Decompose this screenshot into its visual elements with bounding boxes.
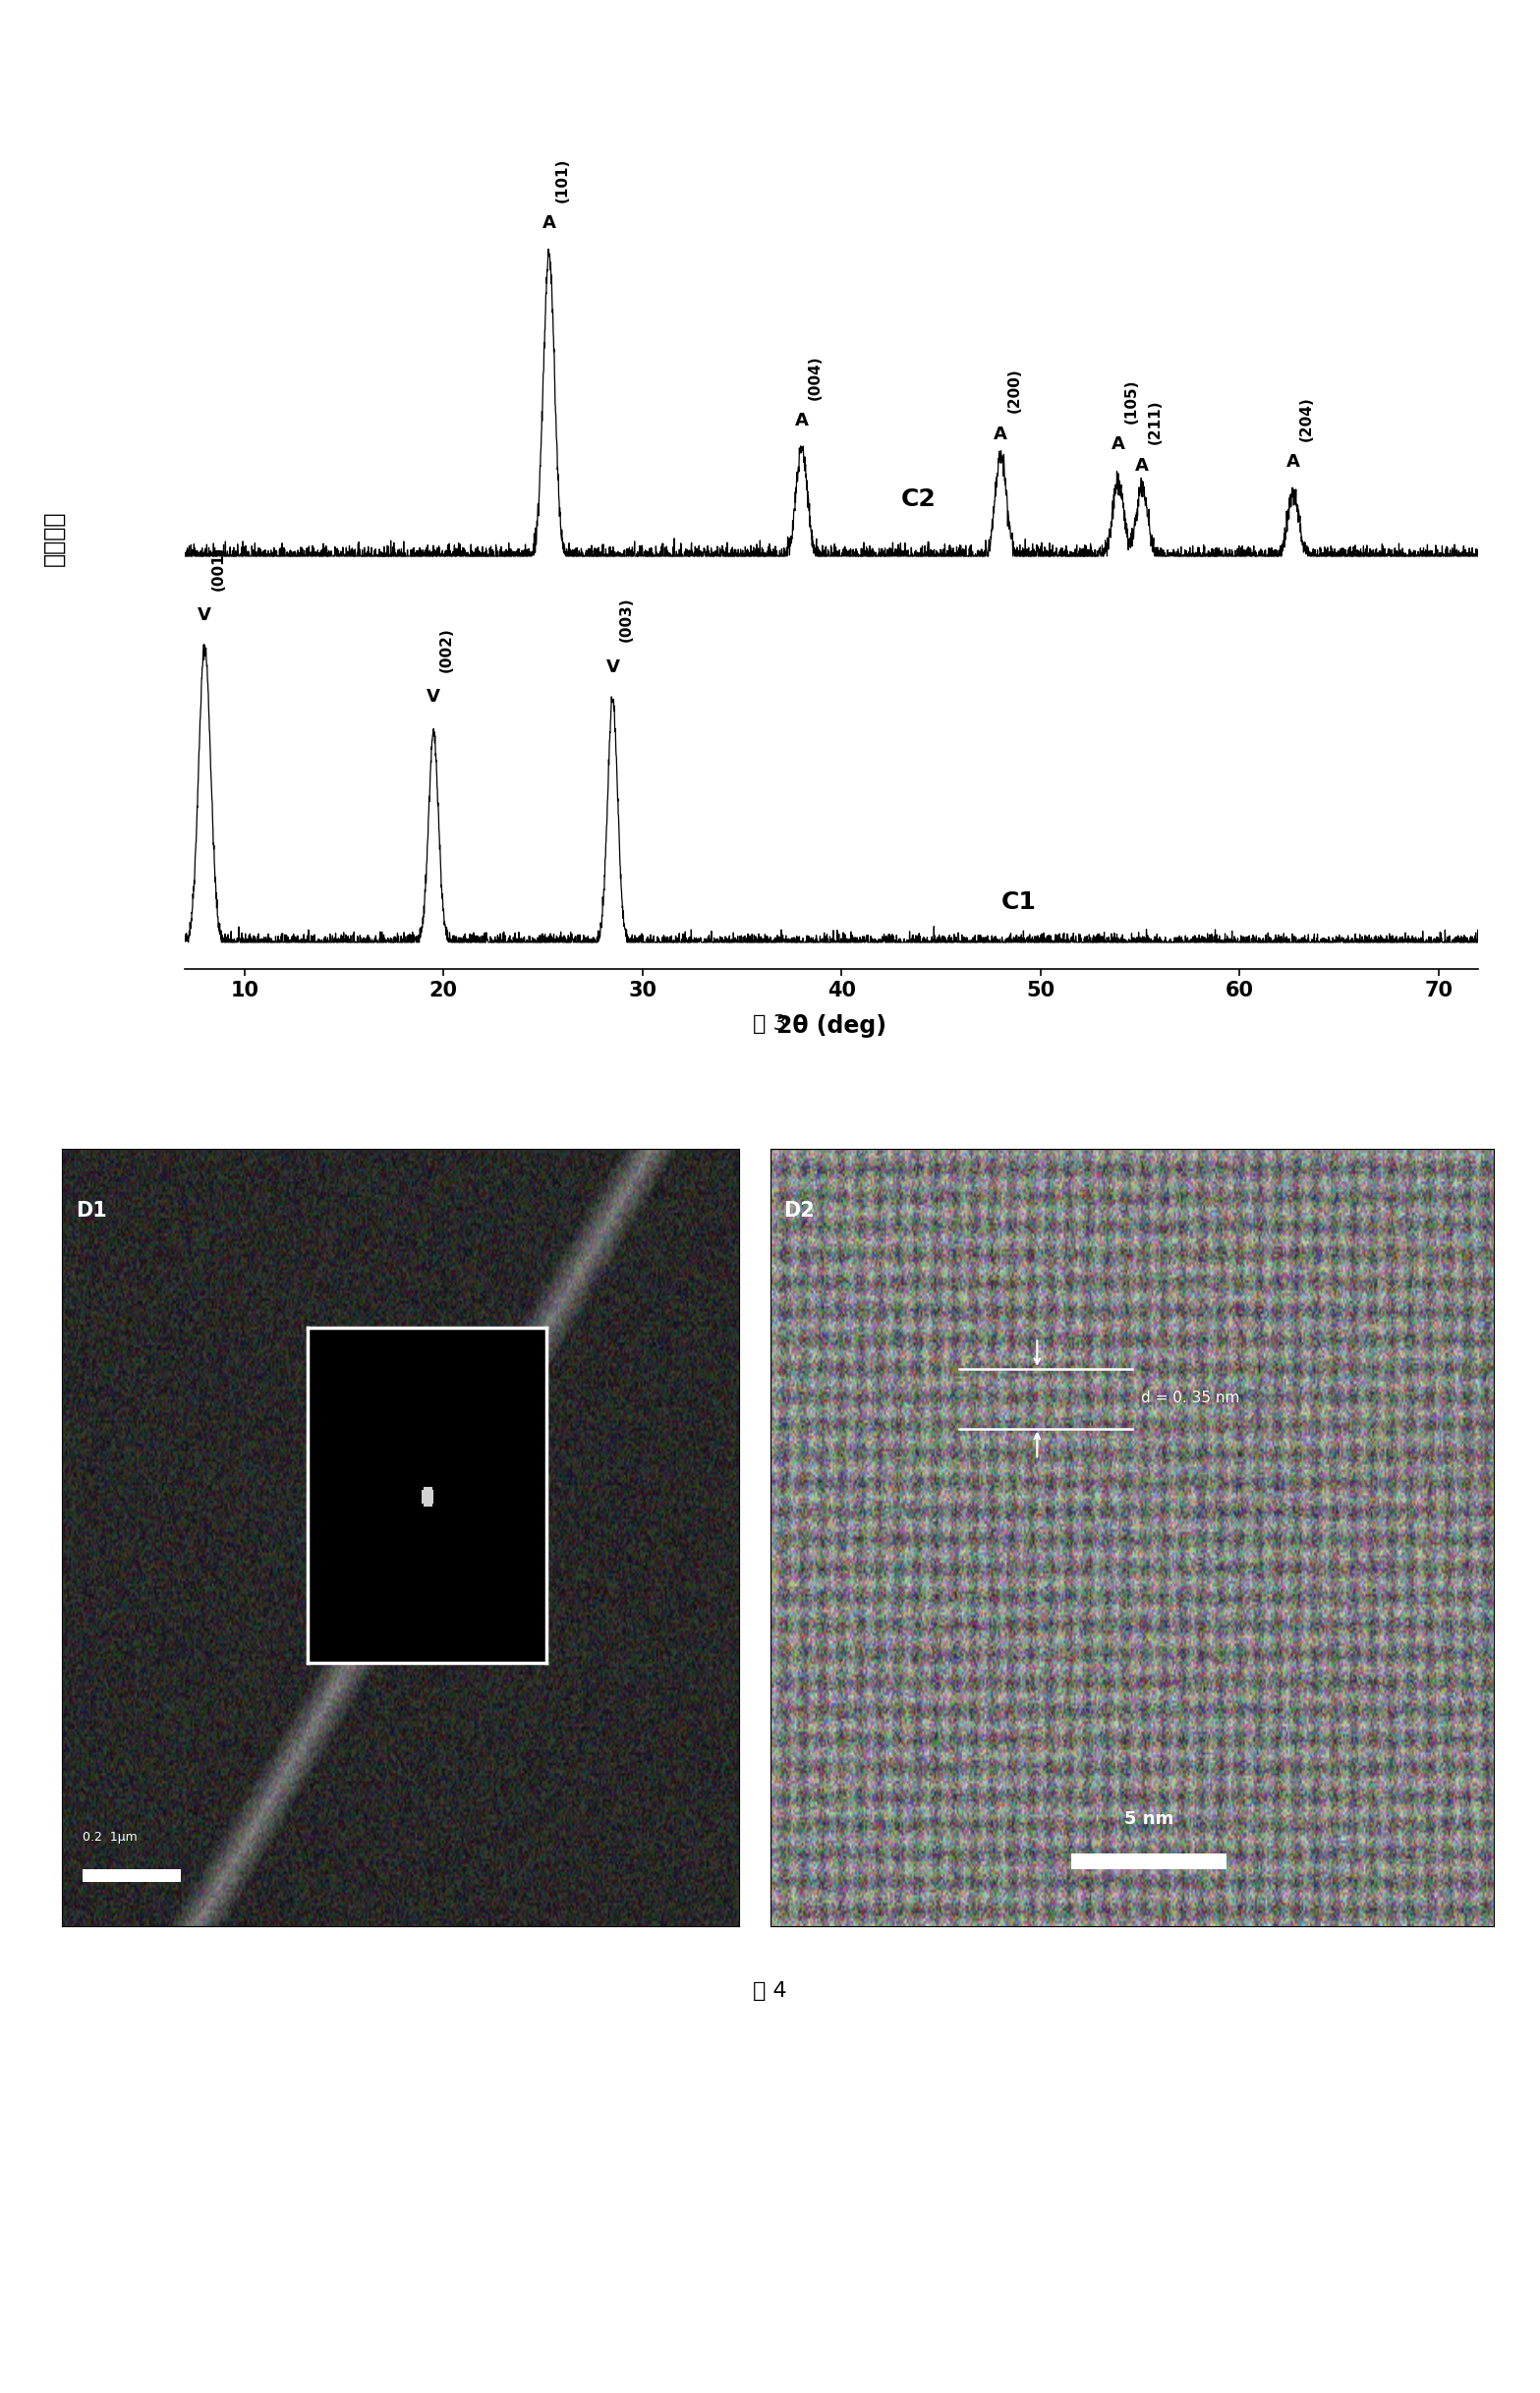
Text: d = 0. 35 nm: d = 0. 35 nm xyxy=(1141,1390,1240,1405)
Text: (003): (003) xyxy=(619,598,633,641)
Text: A: A xyxy=(1112,436,1126,452)
Text: 相对强度: 相对强度 xyxy=(42,510,66,567)
Text: (002): (002) xyxy=(439,627,454,672)
Text: (204): (204) xyxy=(1300,397,1314,440)
Text: (211): (211) xyxy=(1147,400,1163,445)
Text: D1: D1 xyxy=(75,1201,108,1220)
Text: A: A xyxy=(542,215,556,232)
Text: 图 4: 图 4 xyxy=(753,1981,787,2001)
Text: (200): (200) xyxy=(1007,369,1021,412)
Text: C1: C1 xyxy=(1001,890,1036,914)
Text: 5 nm: 5 nm xyxy=(1124,1809,1173,1828)
Text: C2: C2 xyxy=(901,488,936,510)
Text: D2: D2 xyxy=(784,1201,815,1220)
Text: A: A xyxy=(993,426,1007,443)
Text: (001): (001) xyxy=(211,546,225,591)
Text: V: V xyxy=(197,608,211,625)
Text: V: V xyxy=(427,687,440,706)
Text: A: A xyxy=(1135,457,1149,474)
Text: (101): (101) xyxy=(554,158,570,201)
Text: V: V xyxy=(605,658,619,675)
Text: 0.2  1μm: 0.2 1μm xyxy=(83,1831,137,1843)
Bar xyxy=(83,1869,182,1883)
X-axis label: 2θ (deg): 2θ (deg) xyxy=(776,1015,887,1039)
Text: (105): (105) xyxy=(1124,378,1140,424)
Bar xyxy=(1072,1855,1227,1869)
Text: A: A xyxy=(795,412,809,431)
Text: 图 3: 图 3 xyxy=(753,1015,787,1034)
Text: (004): (004) xyxy=(807,354,822,400)
Text: A: A xyxy=(1286,455,1300,471)
